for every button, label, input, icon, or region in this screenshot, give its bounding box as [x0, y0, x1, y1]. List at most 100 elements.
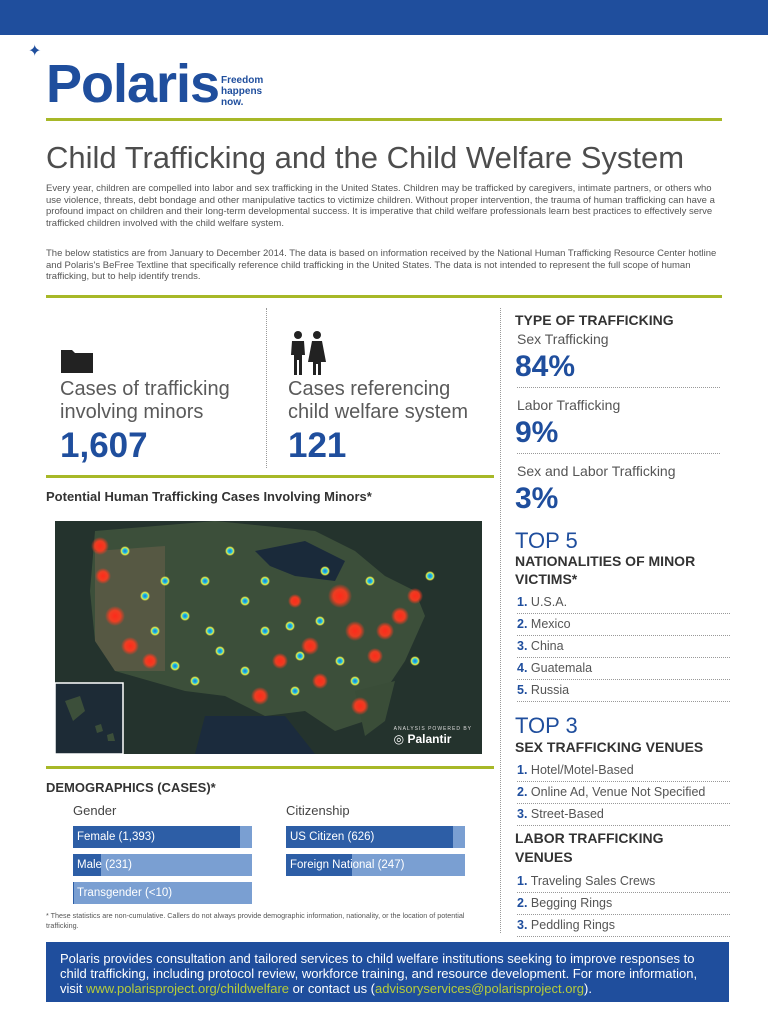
sex-venue-label: Street-Based	[530, 807, 604, 821]
type-value-sex: 84%	[515, 350, 576, 383]
logo-wordmark: Polaris	[46, 54, 220, 114]
citizenship-bar-label: US Citizen (626)	[290, 831, 375, 843]
stats-bottom-rule	[46, 475, 494, 478]
people-icon	[291, 331, 326, 375]
gender-bar-fill	[73, 854, 101, 876]
page-title: Child Trafficking and the Child Welfare …	[46, 140, 685, 175]
gender-bar: Male (231)	[73, 854, 252, 876]
sex-venue-rank: 1.	[517, 763, 528, 777]
map-bottom-rule	[46, 766, 494, 769]
nationality-rank: 2.	[517, 617, 528, 631]
gender-bar-label: Female (1,393)	[77, 831, 155, 843]
citizenship-bar: Foreign National (247)	[286, 854, 465, 876]
map-graphic	[55, 521, 482, 754]
labor-venue-item: 2. Begging Rings	[517, 893, 730, 915]
type-divider-2	[517, 453, 720, 454]
citizenship-bar: US Citizen (626)	[286, 826, 465, 848]
type-label-labor: Labor Trafficking	[517, 397, 621, 413]
nationality-rank: 3.	[517, 639, 528, 653]
top-banner	[0, 0, 768, 35]
star-icon: ✦	[28, 43, 42, 60]
nationality-item: 4. Guatemala	[517, 658, 730, 680]
palantir-credit-small: ANALYSIS POWERED BY	[393, 726, 472, 732]
gender-bar-label: Transgender (<10)	[77, 887, 173, 899]
childwelfare-link[interactable]: www.polarisproject.org/childwelfare	[86, 981, 290, 996]
nationality-rank: 4.	[517, 661, 528, 675]
footer-text-2: or contact us (	[289, 981, 376, 996]
sex-venue-label: Online Ad, Venue Not Specified	[530, 785, 706, 799]
stat-welfare-label-2: child welfare system	[288, 401, 469, 423]
type-divider-1	[517, 387, 720, 388]
heat-clusters	[91, 537, 423, 715]
stat-minors-label-1: Cases of trafficking	[60, 378, 230, 400]
stat-minors: Cases of trafficking involving minors 1,…	[60, 378, 230, 466]
labor-venue-rank: 3.	[517, 918, 528, 932]
footer-text-1: Polaris provides consultation and tailor…	[60, 951, 698, 996]
type-label-sex: Sex Trafficking	[517, 331, 609, 347]
labor-venue-label: Traveling Sales Crews	[530, 874, 656, 888]
footer-callout: Polaris provides consultation and tailor…	[46, 942, 729, 1002]
nationality-label: Guatemala	[530, 661, 593, 675]
palantir-credit-name: Palantir	[407, 732, 452, 746]
nationalities-top-label: TOP 5	[515, 528, 578, 553]
stat-minors-label-2: involving minors	[60, 401, 204, 423]
tagline-line-1: Freedom	[221, 75, 264, 86]
nationality-label: Mexico	[530, 617, 571, 631]
palantir-credit: ANALYSIS POWERED BY ◎ Palantir	[394, 726, 472, 746]
citizenship-title: Citizenship	[286, 803, 350, 818]
nationality-item: 2. Mexico	[517, 614, 730, 636]
advisory-email-link[interactable]: advisoryservices@polarisproject.org	[375, 981, 585, 996]
nationality-label: China	[530, 639, 564, 653]
nationality-item: 1. U.S.A.	[517, 592, 730, 614]
nationality-rank: 5.	[517, 683, 528, 697]
demographics-heading: DEMOGRAPHICS (CASES)*	[46, 780, 216, 795]
tagline-line-2: happens	[221, 86, 263, 97]
nationality-label: Russia	[530, 683, 570, 697]
stat-welfare: Cases referencing child welfare system 1…	[288, 378, 468, 466]
logo-tagline: Freedom happens now.	[221, 75, 281, 108]
labor-venue-label: Peddling Rings	[530, 918, 616, 932]
intro-bottom-rule	[46, 295, 722, 298]
citizenship-bar-label: Foreign National (247)	[290, 859, 405, 871]
stat-welfare-value: 121	[288, 426, 347, 465]
stat-divider	[266, 308, 267, 468]
type-value-labor: 9%	[515, 416, 559, 449]
sex-venue-rank: 3.	[517, 807, 528, 821]
nationalities-heading-2: VICTIMS*	[515, 571, 578, 587]
gender-bar-label: Male (231)	[77, 859, 132, 871]
sex-venue-item: 2. Online Ad, Venue Not Specified	[517, 782, 730, 804]
citizenship-bar-fill	[286, 826, 453, 848]
cool-clusters	[120, 546, 435, 696]
demographics-footnote: * These statistics are non-cumulative. C…	[46, 911, 465, 930]
palantir-mark-icon: ◎	[393, 732, 408, 746]
heat-map: ANALYSIS POWERED BY ◎ Palantir	[55, 521, 482, 754]
nationality-item: 3. China	[517, 636, 730, 658]
type-heading: TYPE OF TRAFFICKING	[515, 312, 674, 328]
labor-venue-label: Begging Rings	[530, 896, 613, 910]
sex-venue-label: Hotel/Motel-Based	[530, 763, 634, 777]
column-divider	[500, 308, 501, 933]
labor-venue-item: 3. Peddling Rings	[517, 915, 730, 937]
stat-minors-value: 1,607	[60, 426, 148, 465]
sex-venues-top-label: TOP 3	[515, 713, 578, 738]
sex-venues-heading: SEX TRAFFICKING VENUES	[515, 739, 704, 755]
title-top-rule	[46, 118, 722, 121]
citizenship-bar-fill	[286, 854, 352, 876]
nationality-item: 5. Russia	[517, 680, 730, 702]
gender-bar: Female (1,393)	[73, 826, 252, 848]
stat-welfare-label-1: Cases referencing	[288, 378, 451, 400]
gender-bar-fill	[73, 826, 240, 848]
sex-venue-item: 3. Street-Based	[517, 804, 730, 826]
type-value-both: 3%	[515, 482, 559, 515]
nationality-rank: 1.	[517, 595, 528, 609]
palantir-credit-big: ◎ Palantir	[394, 732, 472, 746]
labor-venue-rank: 1.	[517, 874, 528, 888]
map-heading: Potential Human Trafficking Cases Involv…	[46, 489, 372, 504]
gender-bar-fill	[73, 882, 75, 904]
type-label-both: Sex and Labor Trafficking	[517, 463, 676, 479]
labor-venues-heading-1: LABOR TRAFFICKING	[515, 830, 664, 846]
labor-venues-heading-2: VENUES	[515, 849, 573, 865]
footer-text-3: ).	[584, 981, 592, 996]
labor-venue-rank: 2.	[517, 896, 528, 910]
nationalities-heading-1: NATIONALITIES OF MINOR	[515, 553, 696, 569]
